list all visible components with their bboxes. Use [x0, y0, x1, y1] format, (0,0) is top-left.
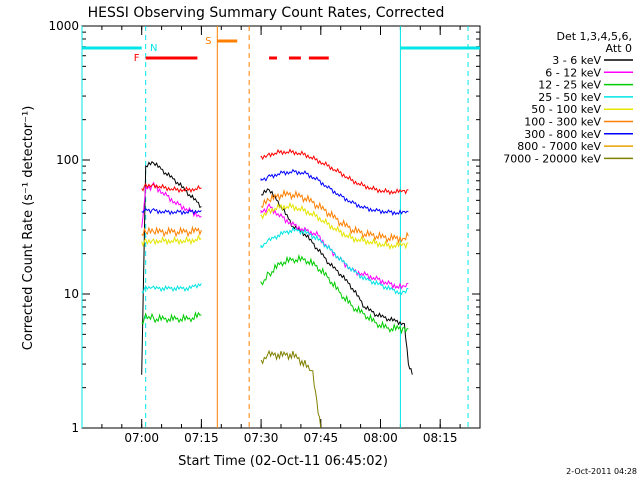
y-tick-label: 100	[56, 153, 79, 167]
x-tick-label: 07:45	[304, 431, 339, 445]
y-tick-label: 1	[71, 421, 79, 435]
timestamp: 2-Oct-2011 04:28	[566, 467, 637, 476]
legend-entry-label: 100 - 300 keV	[524, 116, 601, 129]
x-tick-label: 07:30	[244, 431, 279, 445]
plot-area: 1 10 100 1000 07:00 07:15 07:30 07:45 08:00 08:15…	[48, 19, 481, 445]
legend-entry-label: 7000 - 20000 keV	[503, 152, 601, 165]
x-tick-label: 07:15	[184, 431, 219, 445]
legend-entry-label: 3 - 6 keV	[552, 54, 601, 67]
legend-entry-label: 300 - 800 keV	[524, 128, 601, 141]
x-tick-label: 07:00	[124, 431, 159, 445]
y-tick-label: 1000	[48, 19, 79, 33]
series-line	[141, 201, 409, 251]
series-line	[141, 253, 409, 335]
flag-label-N: N	[150, 43, 157, 54]
flag-label-S: S	[205, 36, 211, 47]
x-tick-label: 08:00	[363, 431, 398, 445]
legend-title-line-2: Att 0	[606, 42, 632, 55]
legend-entry-label: 12 - 25 keV	[538, 79, 601, 92]
y-axis-label: Corrected Count Rate (s⁻¹ detector⁻¹)	[21, 106, 36, 351]
chart-title: HESSI Observing Summary Count Rates, Cor…	[88, 5, 445, 21]
legend-entry-label: 800 - 7000 keV	[517, 140, 601, 153]
x-axis-label: Start Time (02-Oct-11 06:45:02)	[178, 454, 388, 469]
y-tick-label: 10	[64, 287, 79, 301]
series-line	[260, 349, 322, 429]
series-line	[141, 148, 409, 196]
flag-label-F: F	[134, 53, 140, 64]
series-line	[141, 226, 409, 296]
legend-entry-label: 25 - 50 keV	[538, 91, 601, 104]
series-line	[141, 161, 413, 375]
series-line	[141, 188, 409, 245]
series-line	[141, 168, 409, 216]
x-tick-label: 08:15	[423, 431, 458, 445]
legend-entry-label: 6 - 12 keV	[545, 66, 601, 79]
legend-entry-label: 50 - 100 keV	[531, 103, 601, 116]
legend-title-line-1: Det 1,3,4,5,6,	[556, 30, 632, 43]
